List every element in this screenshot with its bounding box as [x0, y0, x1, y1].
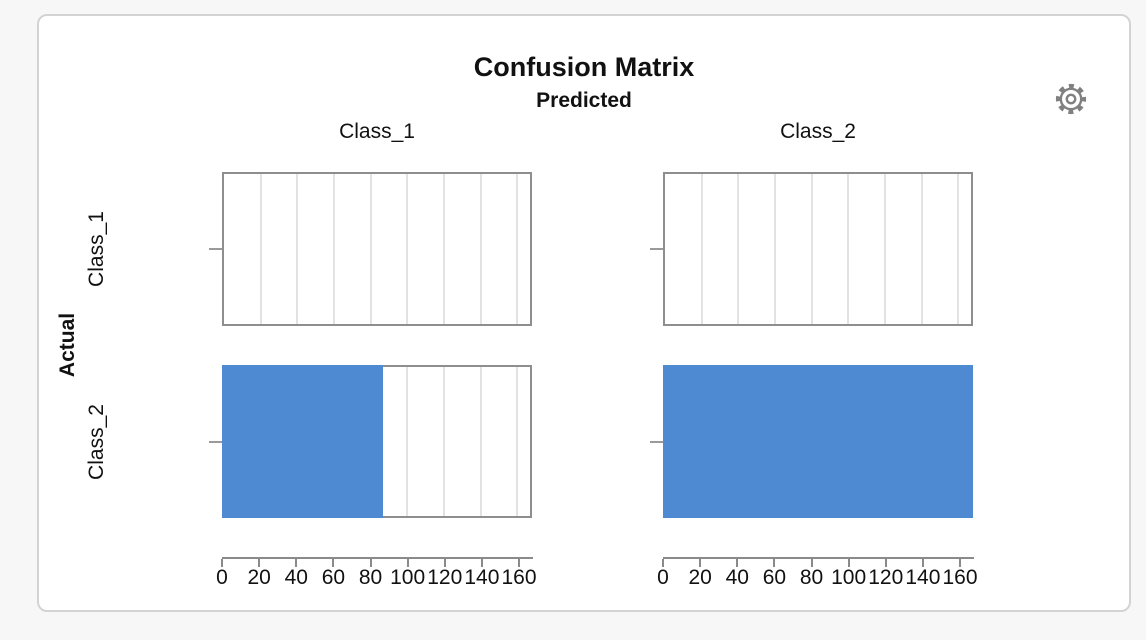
gridline [369, 174, 372, 324]
x-axis-tick-label: 0 [216, 566, 228, 589]
gridline [957, 174, 960, 324]
x-axis-tick [736, 559, 739, 567]
gridline [259, 174, 262, 324]
x-axis-tick-label: 160 [942, 566, 978, 589]
gridline [810, 174, 813, 324]
gridline [479, 174, 482, 324]
x-axis-tick [847, 559, 850, 567]
x-axis-tick [258, 559, 261, 567]
gridline [516, 174, 519, 324]
x-axis-line [222, 557, 533, 559]
y-axis-tick [209, 248, 222, 250]
y-axis-tick [209, 440, 222, 443]
x-axis-tick-label: 120 [427, 566, 463, 589]
x-axis-tick [406, 559, 409, 567]
x-axis-tick-label: 140 [464, 566, 500, 589]
x-axis-tick-label: 20 [247, 566, 271, 589]
column-header-2: Class_2 [780, 120, 856, 143]
x-axis-tick [443, 559, 446, 567]
row-label-2: Class_2 [85, 403, 108, 480]
gridline [406, 174, 409, 324]
matrix-panel-r1-c0 [222, 365, 532, 518]
x-axis-line [663, 557, 974, 559]
x-axis-tick-label: 60 [321, 566, 346, 589]
gridline [920, 174, 923, 324]
gridline [516, 367, 519, 516]
x-axis-tick-label: 80 [799, 566, 824, 589]
x-axis-tick-label: 140 [905, 566, 941, 589]
x-axis-tick [921, 559, 924, 567]
x-axis-tick-label: 120 [868, 566, 904, 589]
x-axis-tick [699, 559, 702, 567]
count-bar-r1-c0 [222, 365, 384, 518]
gridline [883, 174, 886, 324]
x-axis-tick [295, 559, 298, 567]
x-axis-tick [332, 559, 335, 567]
gridline [700, 174, 703, 324]
gridline [442, 174, 445, 324]
x-axis-tick-label: 100 [390, 566, 426, 589]
actual-axis-title: Actual [56, 312, 79, 378]
x-axis-tick [773, 559, 776, 567]
settings-button[interactable] [1053, 82, 1089, 118]
x-axis-tick-label: 20 [688, 566, 712, 589]
gridline [332, 174, 335, 324]
x-axis-tick [369, 559, 372, 567]
predicted-axis-title: Predicted [536, 89, 632, 112]
matrix-panel-r0-c0 [222, 172, 532, 326]
x-axis-tick-label: 40 [284, 566, 308, 589]
y-axis-tick [650, 440, 663, 443]
x-axis-tick [884, 559, 887, 567]
x-axis-tick-label: 100 [831, 566, 867, 589]
row-label-1: Class_1 [85, 211, 108, 287]
x-axis-tick-label: 0 [657, 566, 669, 589]
gridline [296, 174, 299, 324]
x-axis-tick [518, 559, 520, 567]
chart-title: Confusion Matrix [473, 52, 695, 82]
gridline [737, 174, 740, 324]
x-axis-tick-label: 60 [762, 566, 787, 589]
chart-card: Confusion Matrix Predicted Actual Class_… [37, 14, 1131, 612]
x-axis-tick [480, 559, 483, 567]
gridline [773, 174, 776, 324]
gridline [406, 367, 409, 516]
column-header-1: Class_1 [339, 120, 415, 143]
x-axis-tick [810, 559, 813, 567]
x-axis-tick [662, 559, 664, 567]
matrix-panel-r0-c1 [663, 172, 973, 326]
gridline [479, 367, 482, 516]
gear-icon [1055, 83, 1087, 115]
x-axis-tick-label: 80 [358, 566, 383, 589]
y-axis-tick [650, 248, 663, 250]
x-axis-tick-label: 40 [725, 566, 749, 589]
x-axis-tick [959, 559, 961, 567]
gridline [442, 367, 445, 516]
count-bar-r1-c1 [663, 365, 973, 518]
x-axis-tick-label: 160 [501, 566, 537, 589]
matrix-panel-r1-c1 [663, 365, 973, 518]
gridline [847, 174, 850, 324]
x-axis-tick [221, 559, 223, 567]
